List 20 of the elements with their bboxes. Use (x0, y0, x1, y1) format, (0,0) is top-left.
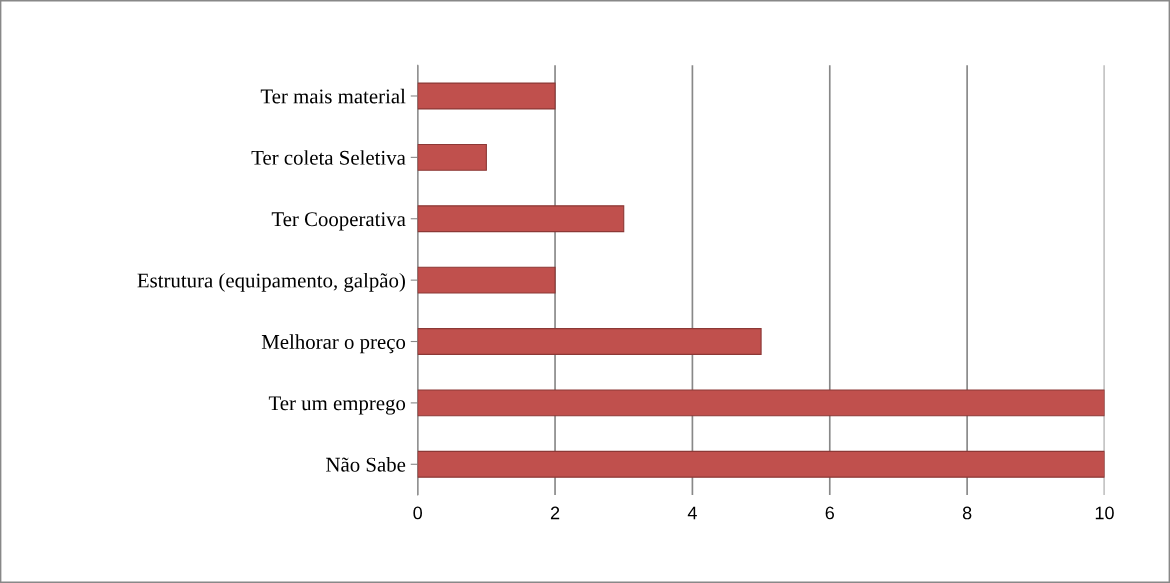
bar (417, 205, 625, 233)
x-tick-label: 10 (1095, 506, 1114, 520)
y-tick-label: Melhorar o preço (261, 334, 406, 354)
bar (417, 266, 556, 294)
y-tick-label: Ter mais material (260, 88, 406, 104)
bar (417, 389, 1105, 417)
x-tick-label: 2 (550, 506, 560, 520)
y-tick-label: Ter Cooperativa (271, 212, 406, 231)
y-tick-label: Ter um emprego (268, 396, 406, 415)
x-tick-label: 4 (687, 506, 697, 520)
x-tick-label: 6 (825, 506, 834, 520)
bar (417, 328, 762, 355)
y-tick-label: Estrutura (equipamento, galpão) (137, 272, 405, 292)
bar (417, 82, 556, 110)
y-tick-label: Ter coleta Seletiva (251, 150, 406, 165)
x-tick-label: 0 (413, 506, 422, 520)
bar (417, 450, 1105, 478)
bar (417, 143, 487, 171)
x-tick-label: 8 (962, 506, 972, 520)
y-tick-label: Não Sabe (326, 457, 406, 472)
